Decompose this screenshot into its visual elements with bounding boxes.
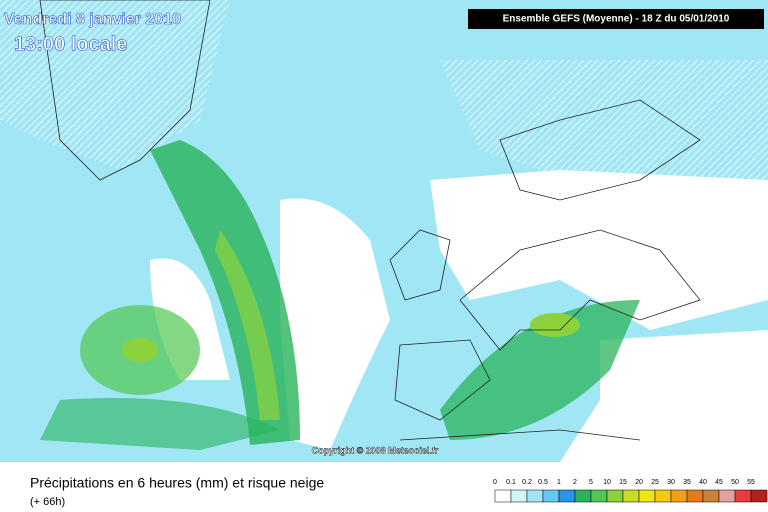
map — [0, 0, 768, 462]
legend-swatch — [590, 489, 608, 503]
legend-label: 0.5 — [538, 479, 548, 486]
precip-cell — [122, 338, 158, 362]
footer-lead: (+ 66h) — [30, 496, 65, 508]
dry-area — [280, 198, 390, 450]
legend-swatch — [542, 489, 560, 503]
legend-label: 45 — [715, 479, 723, 486]
legend-swatch — [750, 489, 768, 503]
time: 13:00 locale — [14, 33, 127, 55]
legend-label: 35 — [683, 479, 691, 486]
precip-cell — [530, 313, 580, 337]
date: Vendredi 8 janvier 2010 — [4, 11, 181, 28]
precip-band — [215, 230, 280, 420]
legend-label: 40 — [699, 479, 707, 486]
legend-swatch — [558, 489, 576, 503]
legend-label: 0.1 — [506, 479, 516, 486]
legend-swatch — [622, 489, 640, 503]
legend-swatch — [510, 489, 528, 503]
precip-band — [40, 398, 280, 450]
legend-swatch — [670, 489, 688, 503]
legend-label: 30 — [667, 479, 675, 486]
legend-label: 10 — [603, 479, 611, 486]
run-label: Ensemble GEFS (Moyenne) - 18 Z du 05/01/… — [503, 14, 730, 25]
legend-swatch — [734, 489, 752, 503]
legend-label: 50 — [731, 479, 739, 486]
legend-label: 0 — [493, 479, 497, 486]
legend-swatch — [574, 489, 592, 503]
legend-label: 25 — [651, 479, 659, 486]
legend-label: 5 — [589, 479, 593, 486]
footer-bg — [0, 462, 768, 512]
precip-band — [440, 300, 640, 440]
legend-label: 55 — [747, 479, 755, 486]
legend-swatch — [718, 489, 736, 503]
legend-swatch — [526, 489, 544, 503]
legend-swatch — [494, 489, 512, 503]
dry-area — [430, 170, 768, 330]
legend-label: 1 — [557, 479, 561, 486]
legend-swatch — [702, 489, 720, 503]
coastline — [389, 99, 701, 441]
snow-risk — [440, 60, 768, 200]
run-box — [468, 9, 764, 29]
legend-label: 15 — [619, 479, 627, 486]
legend-swatch — [654, 489, 672, 503]
legend: 0 0.1 0.2 0.5 1 2 5 10 15 20 25 30 35 40 45 50 55 — [493, 479, 768, 503]
footer-title: Précipitations en 6 heures (mm) et risqu… — [30, 475, 324, 491]
legend-swatch — [638, 489, 656, 503]
coastline — [39, 0, 211, 181]
legend-swatch — [606, 489, 624, 503]
legend-swatch — [686, 489, 704, 503]
legend-label: 20 — [635, 479, 643, 486]
copyright: Copyright © 2008 Meteociel.fr — [312, 445, 439, 455]
legend-label: 0.2 — [522, 479, 532, 486]
legend-label: 2 — [573, 479, 577, 486]
